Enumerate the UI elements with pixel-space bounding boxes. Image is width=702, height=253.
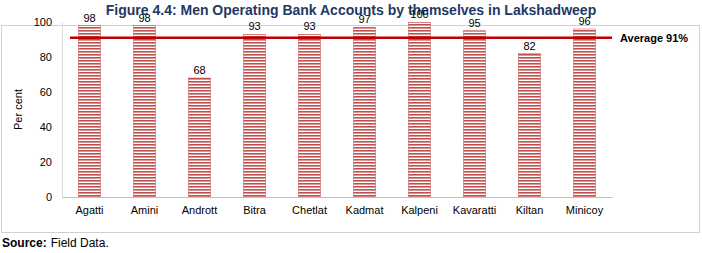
y-tick-label: 40: [40, 121, 52, 133]
y-axis: 0 20 40 60 80 100: [34, 16, 63, 203]
x-tick: Andrott: [182, 197, 217, 216]
bars: [70, 22, 612, 197]
y-tick: 80: [40, 51, 62, 63]
y-tick-label: 100: [34, 16, 52, 28]
data-label: 95: [468, 17, 480, 29]
data-label: 97: [358, 13, 370, 25]
x-axis: Agatti Amini Andrott Bitra Chetlat Kadmat Kalp…: [63, 197, 613, 216]
bar: [519, 54, 541, 198]
bar: [409, 22, 431, 197]
y-tick: 20: [40, 156, 62, 168]
x-tick: Agatti: [75, 197, 103, 216]
data-label: 98: [138, 12, 150, 24]
source: Field Data.: [51, 236, 109, 250]
data-label: 93: [303, 20, 315, 32]
y-axis-title: Per cent: [12, 89, 24, 130]
x-axis-line: [63, 197, 613, 198]
y-tick-label: 0: [46, 191, 52, 203]
bar: [299, 34, 321, 197]
x-tick-label: Kavaratti: [453, 204, 496, 216]
data-label: 82: [523, 40, 535, 52]
data-labels: 98 98 68 93 93 97 100 95 82 96: [83, 8, 590, 76]
x-tick-label: Agatti: [75, 204, 103, 216]
bar: [354, 27, 376, 197]
data-label: 100: [410, 8, 428, 20]
y-tick-label: 80: [40, 51, 52, 63]
data-label: 93: [248, 20, 260, 32]
y-tick: 60: [40, 86, 62, 98]
x-tick: Minicoy: [566, 197, 604, 216]
x-tick-label: Kiltan: [516, 204, 544, 216]
chart-frame: [2, 26, 700, 233]
bar: [79, 26, 101, 198]
x-tick-label: Amini: [131, 204, 159, 216]
data-label: 98: [83, 12, 95, 24]
y-tick: 100: [34, 16, 62, 28]
x-tick-label: Kalpeni: [401, 204, 438, 216]
x-tick: Amini: [131, 197, 159, 216]
bar: [134, 26, 156, 198]
bar: [189, 78, 211, 197]
x-tick: Chetlat: [292, 197, 327, 216]
x-tick: Kiltan: [516, 197, 544, 216]
x-tick-label: Andrott: [182, 204, 217, 216]
x-tick: Kavaratti: [453, 197, 496, 216]
y-tick-label: 20: [40, 156, 52, 168]
y-tick: 40: [40, 121, 62, 133]
data-label: 68: [193, 64, 205, 76]
y-axis-line: [62, 23, 63, 198]
y-tick-label: 60: [40, 86, 52, 98]
bar: [574, 29, 596, 197]
y-tick: 0: [46, 191, 62, 203]
bar: [464, 31, 486, 197]
x-tick-label: Kadmat: [346, 204, 384, 216]
title: Figure 4.4: Men Operating Bank Accounts …: [106, 2, 596, 18]
x-tick: Kadmat: [346, 197, 384, 216]
average-label: Average 91%: [620, 32, 688, 44]
source-label: Source:: [2, 236, 47, 250]
x-tick-label: Chetlat: [292, 204, 327, 216]
x-tick: Kalpeni: [401, 197, 438, 216]
x-tick-label: Bitra: [243, 204, 267, 216]
data-label: 96: [578, 15, 590, 27]
bar: [244, 34, 266, 197]
x-tick-label: Minicoy: [566, 204, 604, 216]
x-tick: Bitra: [243, 197, 267, 216]
